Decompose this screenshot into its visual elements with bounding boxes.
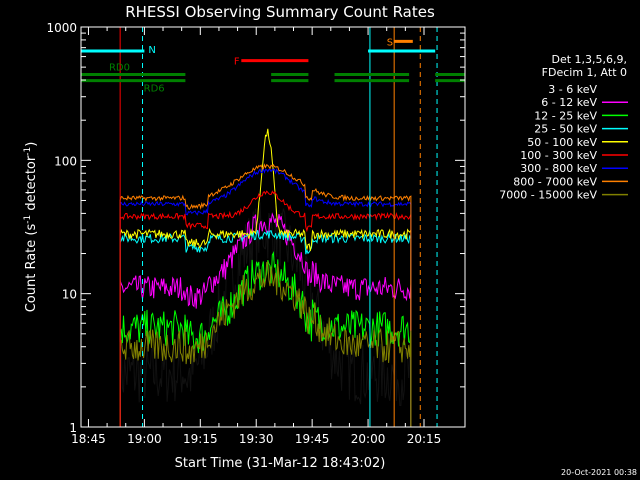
- x-tick-label: 20:15: [407, 432, 442, 446]
- legend: Det 1,3,5,6,9,FDecim 1, Att 0 3 - 6 keV6 …: [499, 53, 628, 202]
- legend-entry-label: 3 - 6 keV: [548, 83, 597, 96]
- legend-header: Det 1,3,5,6,9,: [551, 53, 627, 66]
- series-line: [119, 202, 412, 427]
- series-line: [119, 212, 412, 427]
- series-line: [119, 128, 412, 427]
- series-line: [119, 190, 412, 427]
- x-tick-label: 19:45: [295, 432, 330, 446]
- y-tick-label: 1000: [46, 21, 77, 35]
- legend-entry-label: 12 - 25 keV: [534, 109, 597, 122]
- x-tick-label: 18:45: [71, 432, 106, 446]
- axes: 18:45 19:00 19:15 19:30 19:45 20:00 20:15 1 10 10…: [46, 21, 465, 446]
- x-tick-label: 20:00: [351, 432, 386, 446]
- x-tick-label: 19:30: [239, 432, 274, 446]
- footer-timestamp: 20-Oct-2021 00:38: [561, 468, 637, 477]
- y-tick-label: 1: [69, 421, 77, 435]
- legend-header: FDecim 1, Att 0: [542, 66, 627, 79]
- legend-entry-label: 800 - 7000 keV: [513, 175, 597, 188]
- flag-label: RD6: [144, 84, 165, 95]
- plot-frame: [80, 26, 466, 428]
- x-axis-label: Start Time (31-Mar-12 18:43:02): [175, 456, 386, 471]
- legend-entry-label: 25 - 50 keV: [534, 123, 597, 136]
- flag-label: RD0: [109, 63, 130, 74]
- series-line: [119, 230, 412, 427]
- y-tick-label: 10: [62, 288, 77, 302]
- x-tick-label: 19:15: [183, 432, 218, 446]
- flag-label: S: [387, 37, 393, 48]
- flag-label: N: [148, 45, 155, 56]
- x-tick-label: 19:00: [127, 432, 162, 446]
- legend-entry-label: 7000 - 15000 keV: [499, 189, 597, 202]
- series-line: [119, 163, 412, 427]
- series-line: [119, 261, 412, 427]
- series-line: [119, 166, 412, 427]
- legend-entry-label: 50 - 100 keV: [527, 136, 597, 149]
- series-lines: [119, 128, 412, 427]
- chart-title: RHESSI Observing Summary Count Rates: [125, 3, 435, 21]
- legend-entry-label: 300 - 800 keV: [520, 162, 597, 175]
- legend-entry-label: 6 - 12 keV: [541, 96, 597, 109]
- y-axis-label: Count Rate (s-1 detector-1): [23, 142, 39, 313]
- vertical-markers: [119, 27, 438, 427]
- flag-bars: N RD0 RD6 F S: [81, 37, 465, 95]
- flag-label: F: [234, 57, 240, 68]
- legend-entry-label: 100 - 300 keV: [520, 149, 597, 162]
- y-tick-label: 100: [54, 154, 77, 168]
